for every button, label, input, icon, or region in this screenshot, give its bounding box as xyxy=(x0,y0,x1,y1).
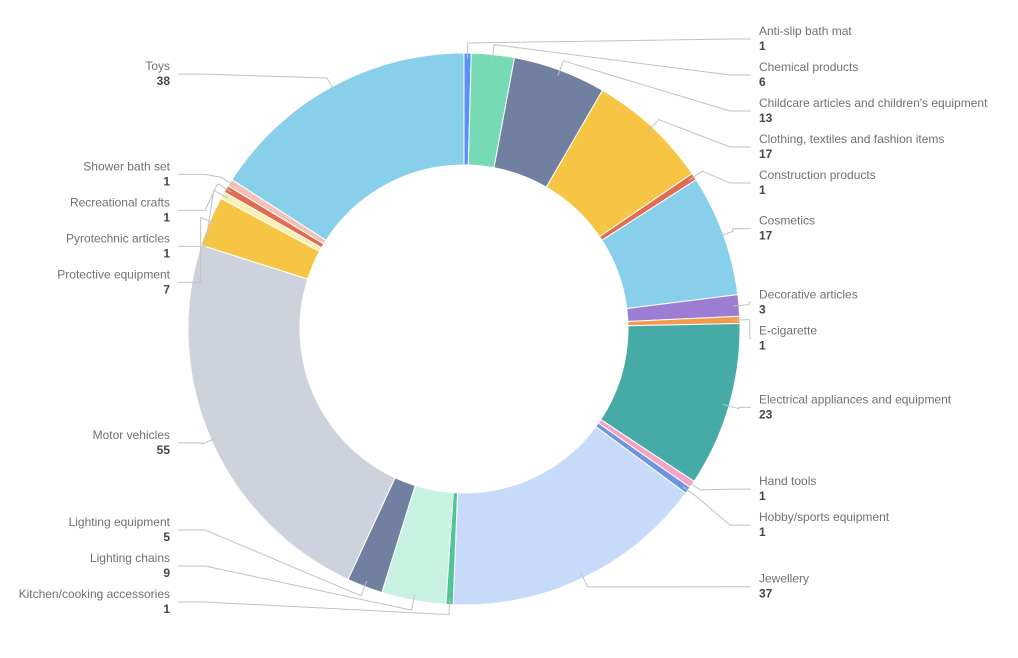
leader-line-chemical-products xyxy=(491,44,751,76)
label-name-construction-products: Construction products xyxy=(759,168,876,182)
label-name-anti-slip-bath-mat: Anti-slip bath mat xyxy=(759,24,852,38)
label-name-lighting-equipment: Lighting equipment xyxy=(69,515,171,529)
label-value-construction-products: 1 xyxy=(759,183,766,197)
leader-line-cosmetics xyxy=(717,228,751,238)
label-value-protective-equipment: 7 xyxy=(163,282,170,296)
leader-line-protective-equipment xyxy=(178,216,216,283)
leader-line-construction-products xyxy=(688,170,751,184)
label-name-chemical-products: Chemical products xyxy=(759,60,858,74)
label-name-electrical-appliances-and-equipment: Electrical appliances and equipment xyxy=(759,392,952,406)
label-name-recreational-crafts: Recreational crafts xyxy=(70,195,170,209)
label-name-protective-equipment: Protective equipment xyxy=(57,267,170,281)
label-name-motor-vehicles: Motor vehicles xyxy=(93,428,170,442)
label-value-anti-slip-bath-mat: 1 xyxy=(759,39,766,53)
leader-line-electrical-appliances-and-equipment xyxy=(723,403,751,410)
leader-line-shower-bath-set xyxy=(178,173,236,187)
slice-motor-vehicles[interactable] xyxy=(187,244,396,581)
label-name-shower-bath-set: Shower bath set xyxy=(83,159,170,173)
leader-line-kitchen-cooking-accessories xyxy=(178,598,451,616)
label-leader-lines xyxy=(178,38,751,616)
label-value-electrical-appliances-and-equipment: 23 xyxy=(759,407,773,421)
leader-line-hand-tools xyxy=(686,480,751,491)
donut-slices xyxy=(187,52,741,606)
label-value-lighting-equipment: 5 xyxy=(163,530,170,544)
leader-line-toys xyxy=(178,73,336,93)
label-value-clothing-textiles-and-fashion-items: 17 xyxy=(759,147,773,161)
leader-line-e-cigarette xyxy=(733,319,751,339)
label-name-childcare-articles-and-children-s-equipment: Childcare articles and children's equipm… xyxy=(759,96,988,110)
leader-line-hobby-sports-equipment xyxy=(682,486,751,526)
leader-line-decorative-articles xyxy=(732,301,751,307)
label-name-cosmetics: Cosmetics xyxy=(759,214,815,228)
label-value-kitchen-cooking-accessories: 1 xyxy=(163,602,170,616)
slice-jewellery[interactable] xyxy=(452,425,687,606)
label-value-shower-bath-set: 1 xyxy=(163,174,170,188)
label-value-chemical-products: 6 xyxy=(759,75,766,89)
label-value-lighting-chains: 9 xyxy=(163,566,170,580)
label-name-decorative-articles: Decorative articles xyxy=(759,287,858,301)
label-value-motor-vehicles: 55 xyxy=(157,443,171,457)
slice-toys[interactable] xyxy=(231,52,465,241)
label-name-jewellery: Jewellery xyxy=(759,572,809,586)
label-name-lighting-chains: Lighting chains xyxy=(90,551,170,565)
leader-line-pyrotechnic-articles xyxy=(178,189,229,247)
leader-line-motor-vehicles xyxy=(178,437,218,445)
leader-line-lighting-equipment xyxy=(178,529,368,597)
label-value-childcare-articles-and-children-s-equipment: 13 xyxy=(759,111,773,125)
label-value-cosmetics: 17 xyxy=(759,229,773,243)
label-name-pyrotechnic-articles: Pyrotechnic articles xyxy=(66,231,170,245)
label-name-hobby-sports-equipment: Hobby/sports equipment xyxy=(759,510,890,524)
leader-line-jewellery xyxy=(580,572,751,588)
label-name-hand-tools: Hand tools xyxy=(759,474,816,488)
label-value-recreational-crafts: 1 xyxy=(163,210,170,224)
label-value-jewellery: 37 xyxy=(759,587,773,601)
leader-line-childcare-articles-and-children-s-equipment xyxy=(557,60,751,112)
leader-line-anti-slip-bath-mat xyxy=(467,38,751,60)
leader-line-lighting-chains xyxy=(178,565,416,611)
leader-line-recreational-crafts xyxy=(178,183,232,211)
label-name-kitchen-cooking-accessories: Kitchen/cooking accessories xyxy=(19,587,170,601)
label-value-e-cigarette: 1 xyxy=(759,338,766,352)
label-name-toys: Toys xyxy=(145,59,170,73)
label-name-e-cigarette: E-cigarette xyxy=(759,323,817,337)
label-value-hobby-sports-equipment: 1 xyxy=(759,525,766,539)
label-value-hand-tools: 1 xyxy=(759,489,766,503)
label-value-toys: 38 xyxy=(157,74,171,88)
label-name-clothing-textiles-and-fashion-items: Clothing, textiles and fashion items xyxy=(759,132,944,146)
leader-line-clothing-textiles-and-fashion-items xyxy=(647,119,751,148)
label-value-decorative-articles: 3 xyxy=(759,302,766,316)
label-value-pyrotechnic-articles: 1 xyxy=(163,246,170,260)
